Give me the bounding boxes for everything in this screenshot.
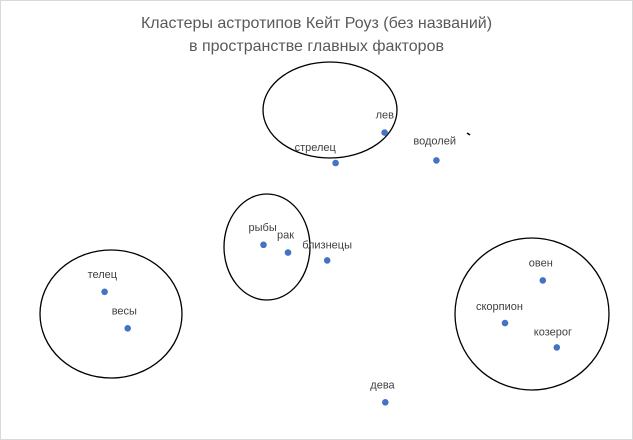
chart-title-line-2: в пространстве главных факторов	[189, 38, 444, 55]
point-marker-8	[124, 325, 131, 332]
point-marker-5	[284, 249, 292, 256]
chart-title: Кластеры астротипов Кейт Роуз (без назва…	[0, 12, 633, 58]
cluster-ellipse-2	[223, 193, 311, 301]
point-label-7: телец	[88, 269, 118, 281]
point-marker-1	[381, 129, 388, 136]
stray-mark	[466, 132, 471, 136]
point-label-2: стрелец	[295, 142, 337, 154]
point-marker-12	[382, 399, 389, 406]
point-label-5: рак	[277, 230, 294, 242]
point-label-6: близнецы	[302, 239, 352, 251]
point-label-10: скорпион	[476, 301, 523, 313]
point-marker-11	[553, 344, 561, 351]
point-label-11: козерог	[534, 326, 572, 338]
cluster-ellipse-4	[454, 237, 610, 391]
point-label-1: лев	[376, 110, 395, 122]
point-marker-3	[433, 157, 440, 164]
point-label-4: рыбы	[249, 222, 277, 234]
cluster-ellipse-3	[39, 249, 183, 379]
point-label-3: водолей	[413, 135, 456, 147]
point-marker-6	[323, 257, 331, 264]
point-marker-9	[539, 277, 547, 284]
point-marker-4	[260, 241, 267, 249]
point-marker-2	[332, 159, 339, 167]
chart-title-line-1: Кластеры астротипов Кейт Роуз (без назва…	[140, 15, 493, 32]
point-marker-10	[501, 319, 509, 327]
point-marker-7	[101, 288, 108, 296]
cluster-ellipses	[39, 61, 610, 391]
point-label-9: овен	[529, 257, 553, 269]
point-label-8: весы	[112, 305, 137, 317]
cluster-ellipse-1	[262, 61, 398, 159]
point-label-12: дева	[370, 379, 395, 391]
